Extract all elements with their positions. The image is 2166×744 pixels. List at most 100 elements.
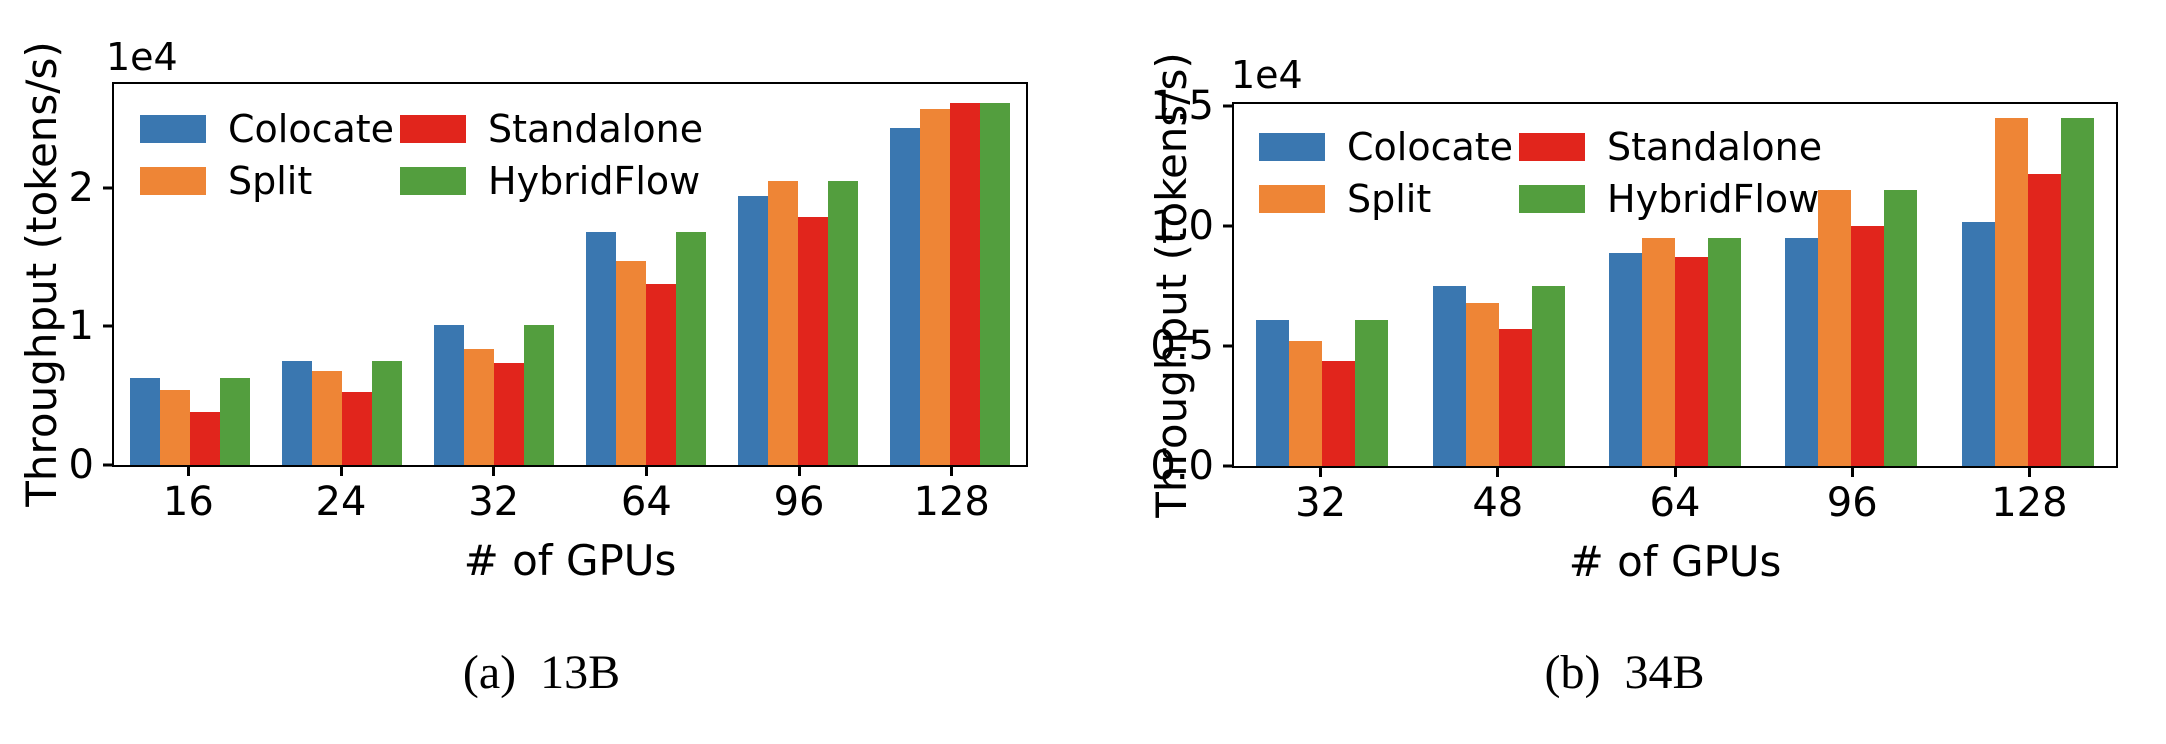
legend-label: Split [1347, 177, 1432, 221]
bar-colocate-64gpus [1609, 252, 1643, 466]
x-tick-mark [1319, 468, 1323, 477]
legend: Colocate Standalone Split HybridFlow [1259, 124, 1822, 222]
bar-hybridflow-96gpus [828, 181, 858, 465]
legend-item-hybridflow: HybridFlow [400, 158, 703, 204]
x-tick-128: 128 [1941, 468, 2118, 523]
x-tick-mark [1496, 468, 1500, 477]
y-tick-mark [103, 186, 112, 190]
legend: Colocate Standalone Split HybridFlow [140, 106, 703, 204]
x-tick-128: 128 [875, 467, 1028, 522]
x-tick-mark [1850, 468, 1854, 477]
legend-label: Standalone [1607, 125, 1823, 169]
standalone-swatch [1519, 133, 1585, 161]
bar-hybridflow-128gpus [980, 103, 1010, 465]
bar-split-96gpus [768, 181, 798, 465]
bar-split-16gpus [160, 390, 190, 465]
bar-group-16-gpus [114, 84, 266, 465]
bar-standalone-64gpus [1675, 257, 1709, 466]
legend-item-split: Split [140, 158, 400, 204]
x-axis-label: # of GPUs [1568, 537, 1782, 586]
bar-hybridflow-64gpus [676, 232, 706, 465]
bar-group-24-gpus [266, 84, 418, 465]
x-tick-mark [339, 467, 343, 476]
x-tick-label: 96 [773, 479, 825, 525]
bar-group-96-gpus [1763, 104, 1939, 466]
bar-group-32-gpus [418, 84, 570, 465]
bar-colocate-16gpus [130, 377, 160, 465]
x-axis-ticks: 16 24 32 64 96 128 [112, 467, 1028, 522]
bar-split-32gpus [464, 348, 494, 465]
bar-standalone-96gpus [1851, 226, 1885, 466]
x-tick-label: 64 [1649, 480, 1701, 526]
split-swatch [1259, 185, 1325, 213]
legend-label: Standalone [488, 107, 704, 151]
legend-item-split: Split [1259, 176, 1519, 222]
bar-group-96-gpus [722, 84, 874, 465]
hybridflow-swatch [400, 167, 466, 195]
x-tick-mark [797, 467, 801, 476]
x-tick-24: 24 [265, 467, 418, 522]
bar-standalone-24gpus [342, 391, 372, 465]
plot-area [1232, 102, 2118, 468]
bar-colocate-64gpus [586, 232, 616, 465]
y-tick-label: 0.0 [1150, 443, 1214, 489]
bar-split-64gpus [616, 261, 646, 465]
x-tick-64: 64 [570, 467, 723, 522]
subfigure-caption-a: (a) 13B [462, 646, 621, 699]
y-tick-label: 1 [68, 303, 94, 350]
x-tick-32: 32 [417, 467, 570, 522]
x-tick-mark [186, 467, 190, 476]
legend-label: Colocate [228, 107, 395, 151]
legend-label: Split [228, 159, 313, 203]
x-tick-96: 96 [723, 467, 876, 522]
bar-standalone-16gpus [190, 412, 220, 465]
legend-label: HybridFlow [488, 159, 701, 203]
legend-item-colocate: Colocate [1259, 124, 1519, 170]
x-tick-mark [492, 467, 496, 476]
x-tick-label: 128 [913, 479, 990, 525]
bar-group-64-gpus [570, 84, 722, 465]
bar-standalone-32gpus [1322, 360, 1356, 466]
bars-container [114, 84, 1026, 465]
bar-hybridflow-32gpus [1355, 319, 1389, 466]
bar-hybridflow-24gpus [372, 361, 402, 465]
x-tick-16: 16 [112, 467, 265, 522]
bar-standalone-96gpus [798, 217, 828, 465]
x-tick-96: 96 [1764, 468, 1941, 523]
hybridflow-swatch [1519, 185, 1585, 213]
y-tick-mark [103, 324, 112, 328]
legend-label: Colocate [1347, 125, 1514, 169]
x-tick-label: 16 [162, 479, 214, 525]
x-axis-label: # of GPUs [463, 536, 677, 585]
standalone-swatch [400, 115, 466, 143]
y-tick-mark [1223, 104, 1232, 108]
bar-group-64-gpus [1587, 104, 1763, 466]
x-tick-label: 96 [1826, 480, 1878, 526]
bar-colocate-96gpus [738, 196, 768, 465]
y-tick-label: 1.0 [1150, 203, 1214, 250]
x-tick-mark [950, 467, 954, 476]
x-tick-48: 48 [1409, 468, 1586, 523]
bar-standalone-48gpus [1498, 329, 1532, 466]
x-tick-32: 32 [1232, 468, 1409, 523]
x-tick-64: 64 [1586, 468, 1763, 523]
bar-split-128gpus [920, 108, 950, 465]
bar-split-96gpus [1818, 190, 1852, 466]
x-tick-label: 48 [1472, 480, 1524, 526]
bar-hybridflow-48gpus [1531, 286, 1565, 466]
bar-standalone-128gpus [950, 103, 980, 465]
bar-group-128-gpus [1940, 104, 2116, 466]
legend-item-colocate: Colocate [140, 106, 400, 152]
y-tick-label: 2 [68, 164, 94, 211]
x-tick-label: 128 [1991, 480, 2068, 526]
x-tick-mark [1673, 468, 1677, 477]
bar-colocate-48gpus [1432, 286, 1466, 466]
bar-hybridflow-16gpus [220, 377, 250, 465]
bar-group-32-gpus [1234, 104, 1410, 466]
bar-hybridflow-128gpus [2060, 118, 2094, 466]
x-tick-label: 32 [468, 479, 520, 525]
y-tick-mark [1223, 344, 1232, 348]
y-axis-offset-text: 1e4 [106, 35, 178, 79]
bar-colocate-24gpus [282, 361, 312, 465]
